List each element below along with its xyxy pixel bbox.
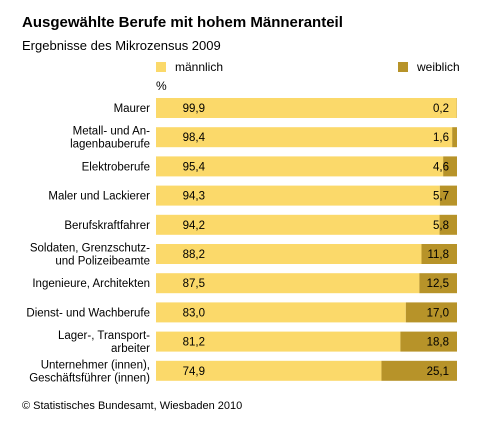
- category-label: Soldaten, Grenzschutz-: [30, 243, 150, 255]
- chart-title: Ausgewählte Berufe mit hohem Männerantei…: [22, 14, 343, 31]
- category-label: Metall- und An-: [73, 126, 151, 138]
- bar-weiblich: [439, 214, 457, 235]
- chart-subtitle: Ergebnisse des Mikrozensus 2009: [22, 38, 221, 53]
- legend-swatch-weiblich: [398, 62, 408, 72]
- category-label: arbeiter: [111, 343, 150, 355]
- bar-weiblich: [421, 244, 457, 264]
- category-label: Elektroberufe: [82, 161, 150, 173]
- bar-maennlich: [156, 244, 422, 264]
- bar-maennlich: [156, 127, 453, 148]
- value-label-weiblich: 1,6: [433, 132, 449, 144]
- legend-label-maennlich: männlich: [175, 60, 224, 74]
- value-label-maennlich: 74,9: [183, 366, 205, 378]
- bar-weiblich: [439, 185, 457, 206]
- value-label-maennlich: 98,4: [183, 132, 206, 144]
- category-label: Maler und Lackierer: [48, 191, 150, 203]
- value-label-maennlich: 94,2: [183, 220, 205, 232]
- category-label: lagenbauberufe: [70, 139, 150, 151]
- bar-maennlich: [156, 360, 382, 381]
- value-label-maennlich: 87,5: [183, 278, 205, 290]
- category-label: Unternehmer (innen),: [41, 359, 150, 371]
- bar-weiblich: [443, 156, 457, 177]
- value-label-weiblich: 12,5: [427, 278, 449, 290]
- bar-weiblich: [419, 273, 457, 294]
- bar-weiblich: [405, 302, 457, 323]
- value-label-maennlich: 94,3: [183, 191, 205, 203]
- value-label-weiblich: 25,1: [427, 366, 449, 378]
- bar-maennlich: [156, 156, 444, 177]
- value-label-weiblich: 17,0: [427, 307, 449, 319]
- bar-maennlich: [156, 302, 406, 323]
- category-label: Geschäftsführer (innen): [29, 372, 150, 384]
- value-label-weiblich: 18,8: [427, 337, 449, 349]
- category-label: und Polizeibeamte: [55, 256, 150, 268]
- bar-maennlich: [156, 273, 420, 294]
- category-label: Maurer: [114, 103, 151, 115]
- bar-maennlich: [156, 185, 440, 206]
- legend-item-weiblich: weiblich: [398, 60, 460, 74]
- source-note: © Statistisches Bundesamt, Wiesbaden 201…: [22, 400, 243, 412]
- bar-weiblich: [452, 127, 457, 148]
- category-label: Dienst- und Wachberufe: [26, 307, 150, 319]
- bar-weiblich: [381, 360, 457, 381]
- category-label: Ingenieure, Architekten: [32, 278, 150, 290]
- category-label: Berufskraftfahrer: [64, 220, 150, 232]
- bar-maennlich: [156, 214, 440, 235]
- legend-label-weiblich: weiblich: [417, 60, 460, 74]
- value-label-weiblich: 11,8: [427, 249, 449, 261]
- category-label: Lager-, Transport-: [58, 330, 150, 342]
- value-label-maennlich: 95,4: [183, 161, 206, 173]
- bar-maennlich: [156, 98, 457, 118]
- value-label-maennlich: 99,9: [183, 103, 205, 115]
- value-label-weiblich: 4,6: [433, 161, 449, 173]
- bar-weiblich: [400, 331, 457, 352]
- value-label-weiblich: 5,8: [433, 220, 449, 232]
- value-label-weiblich: 0,2: [433, 103, 449, 115]
- legend-item-maennlich: männlich: [156, 60, 223, 74]
- legend-swatch-maennlich: [156, 62, 166, 72]
- value-label-weiblich: 5,7: [433, 191, 449, 203]
- value-label-maennlich: 81,2: [183, 337, 205, 349]
- value-label-maennlich: 88,2: [183, 249, 205, 261]
- unit-label: %: [156, 79, 167, 93]
- bar-maennlich: [156, 331, 401, 352]
- value-label-maennlich: 83,0: [183, 307, 205, 319]
